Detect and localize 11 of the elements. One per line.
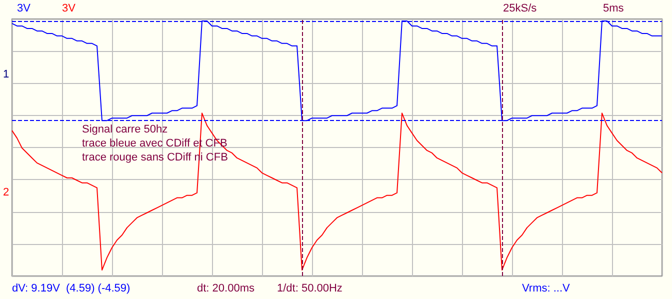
text: 3V bbox=[62, 2, 76, 14]
text: 1 bbox=[3, 68, 10, 80]
text: dV: 9.19V (4.59) (-4.59) bbox=[12, 282, 130, 294]
text: Vrms: ...V bbox=[522, 282, 571, 294]
text: 2 bbox=[3, 186, 10, 198]
text: 5ms bbox=[603, 2, 624, 14]
text: 1/dt: 50.00Hz bbox=[277, 282, 342, 294]
text: dt: 20.00ms bbox=[197, 282, 255, 294]
annotation: Signal carre 50hz bbox=[82, 124, 168, 136]
text: 25kS/s bbox=[503, 2, 538, 14]
text: 3V bbox=[17, 2, 32, 14]
